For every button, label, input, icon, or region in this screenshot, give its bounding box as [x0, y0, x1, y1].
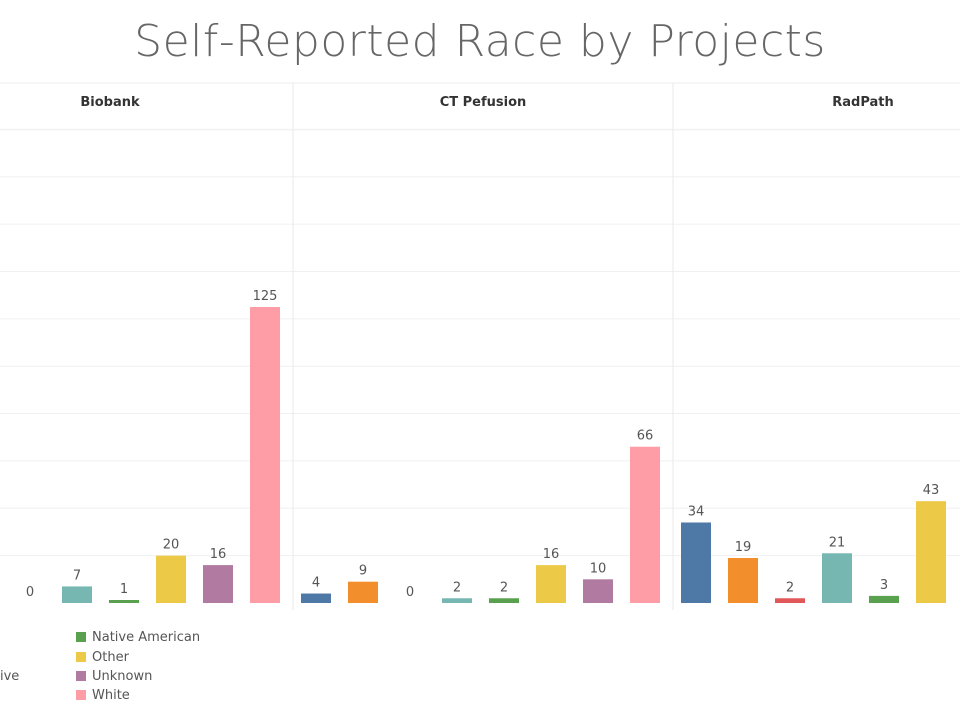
legend-label: Native American	[92, 630, 201, 645]
legend-item-unknown: Unknown	[76, 669, 152, 685]
bar	[916, 501, 946, 603]
legend-item-partial: ive	[0, 669, 19, 685]
bar	[62, 586, 92, 603]
data-label: 2	[453, 580, 461, 595]
bar	[775, 598, 805, 603]
bar	[822, 553, 852, 603]
data-label: 20	[163, 538, 180, 553]
bar	[489, 598, 519, 603]
panel-header: CT Pefusion	[440, 95, 527, 110]
panel-header: RadPath	[832, 95, 894, 110]
legend-item-native-american: Native American	[76, 630, 200, 646]
data-label: 34	[688, 504, 705, 519]
bar	[203, 565, 233, 603]
legend-label: White	[92, 688, 130, 703]
bar	[869, 595, 899, 603]
bar	[156, 555, 186, 603]
legend-label: ive	[0, 669, 20, 684]
bar	[728, 558, 758, 603]
legend-swatch	[76, 690, 86, 700]
bar	[630, 446, 660, 603]
data-label: 9	[359, 564, 367, 579]
data-label: 16	[543, 547, 560, 562]
data-label: 43	[923, 483, 940, 498]
data-label: 16	[210, 547, 227, 562]
data-label: 7	[73, 568, 81, 583]
data-label: 125	[253, 289, 278, 304]
data-label: 1	[120, 582, 128, 597]
legend-swatch	[76, 632, 86, 642]
data-label: 66	[637, 429, 654, 444]
legend-swatch	[76, 652, 86, 662]
bar	[301, 593, 331, 603]
bar	[250, 307, 280, 603]
chart-title: Self-Reported Race by Projects	[134, 16, 826, 67]
data-label: 0	[26, 585, 34, 600]
data-label: 10	[590, 561, 607, 576]
bar	[583, 579, 613, 603]
bar	[536, 565, 566, 603]
legend-swatch	[76, 671, 86, 681]
data-label: 2	[500, 580, 508, 595]
data-label: 0	[406, 585, 414, 600]
legend-label: Unknown	[92, 669, 153, 684]
legend-item-white: White	[76, 688, 130, 704]
bar	[348, 581, 378, 603]
data-label: 19	[735, 540, 752, 555]
data-label: 4	[312, 576, 320, 591]
data-label: 21	[829, 535, 846, 550]
data-label: 3	[880, 578, 888, 593]
bar	[681, 522, 711, 603]
data-label: 2	[786, 580, 794, 595]
legend-label: Other	[92, 650, 129, 665]
panel-header: Biobank	[80, 95, 140, 110]
bar	[109, 600, 139, 603]
legend-item-other: Other	[76, 650, 129, 666]
bar	[442, 598, 472, 603]
